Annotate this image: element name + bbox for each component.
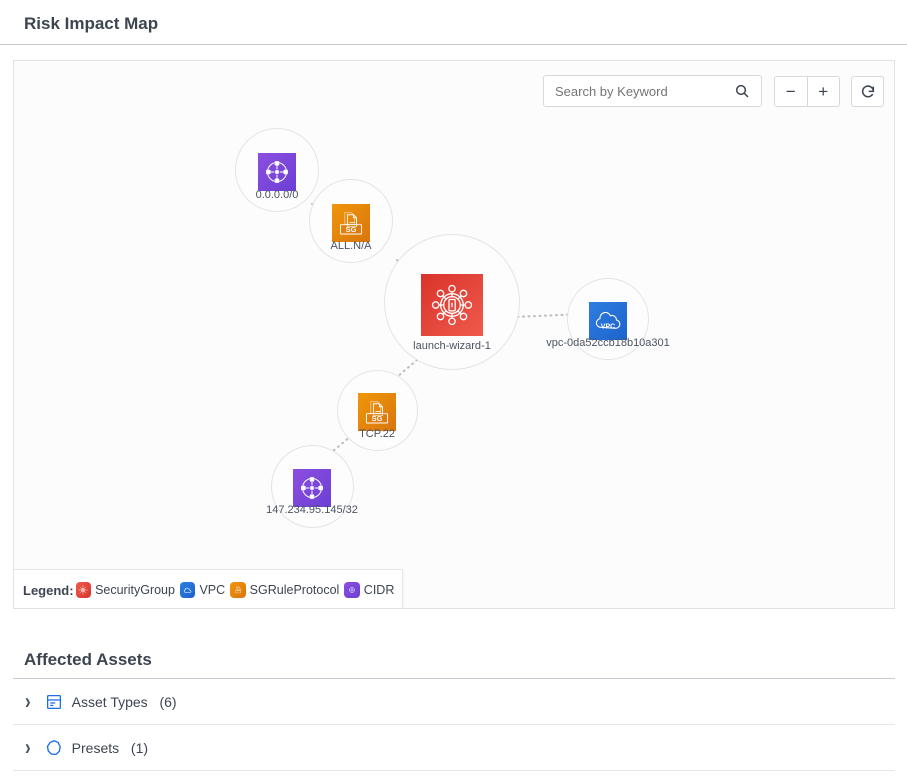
svg-text:SG: SG bbox=[346, 225, 357, 234]
svg-text:VPC: VPC bbox=[601, 324, 615, 331]
svg-text:SG: SG bbox=[372, 414, 383, 423]
